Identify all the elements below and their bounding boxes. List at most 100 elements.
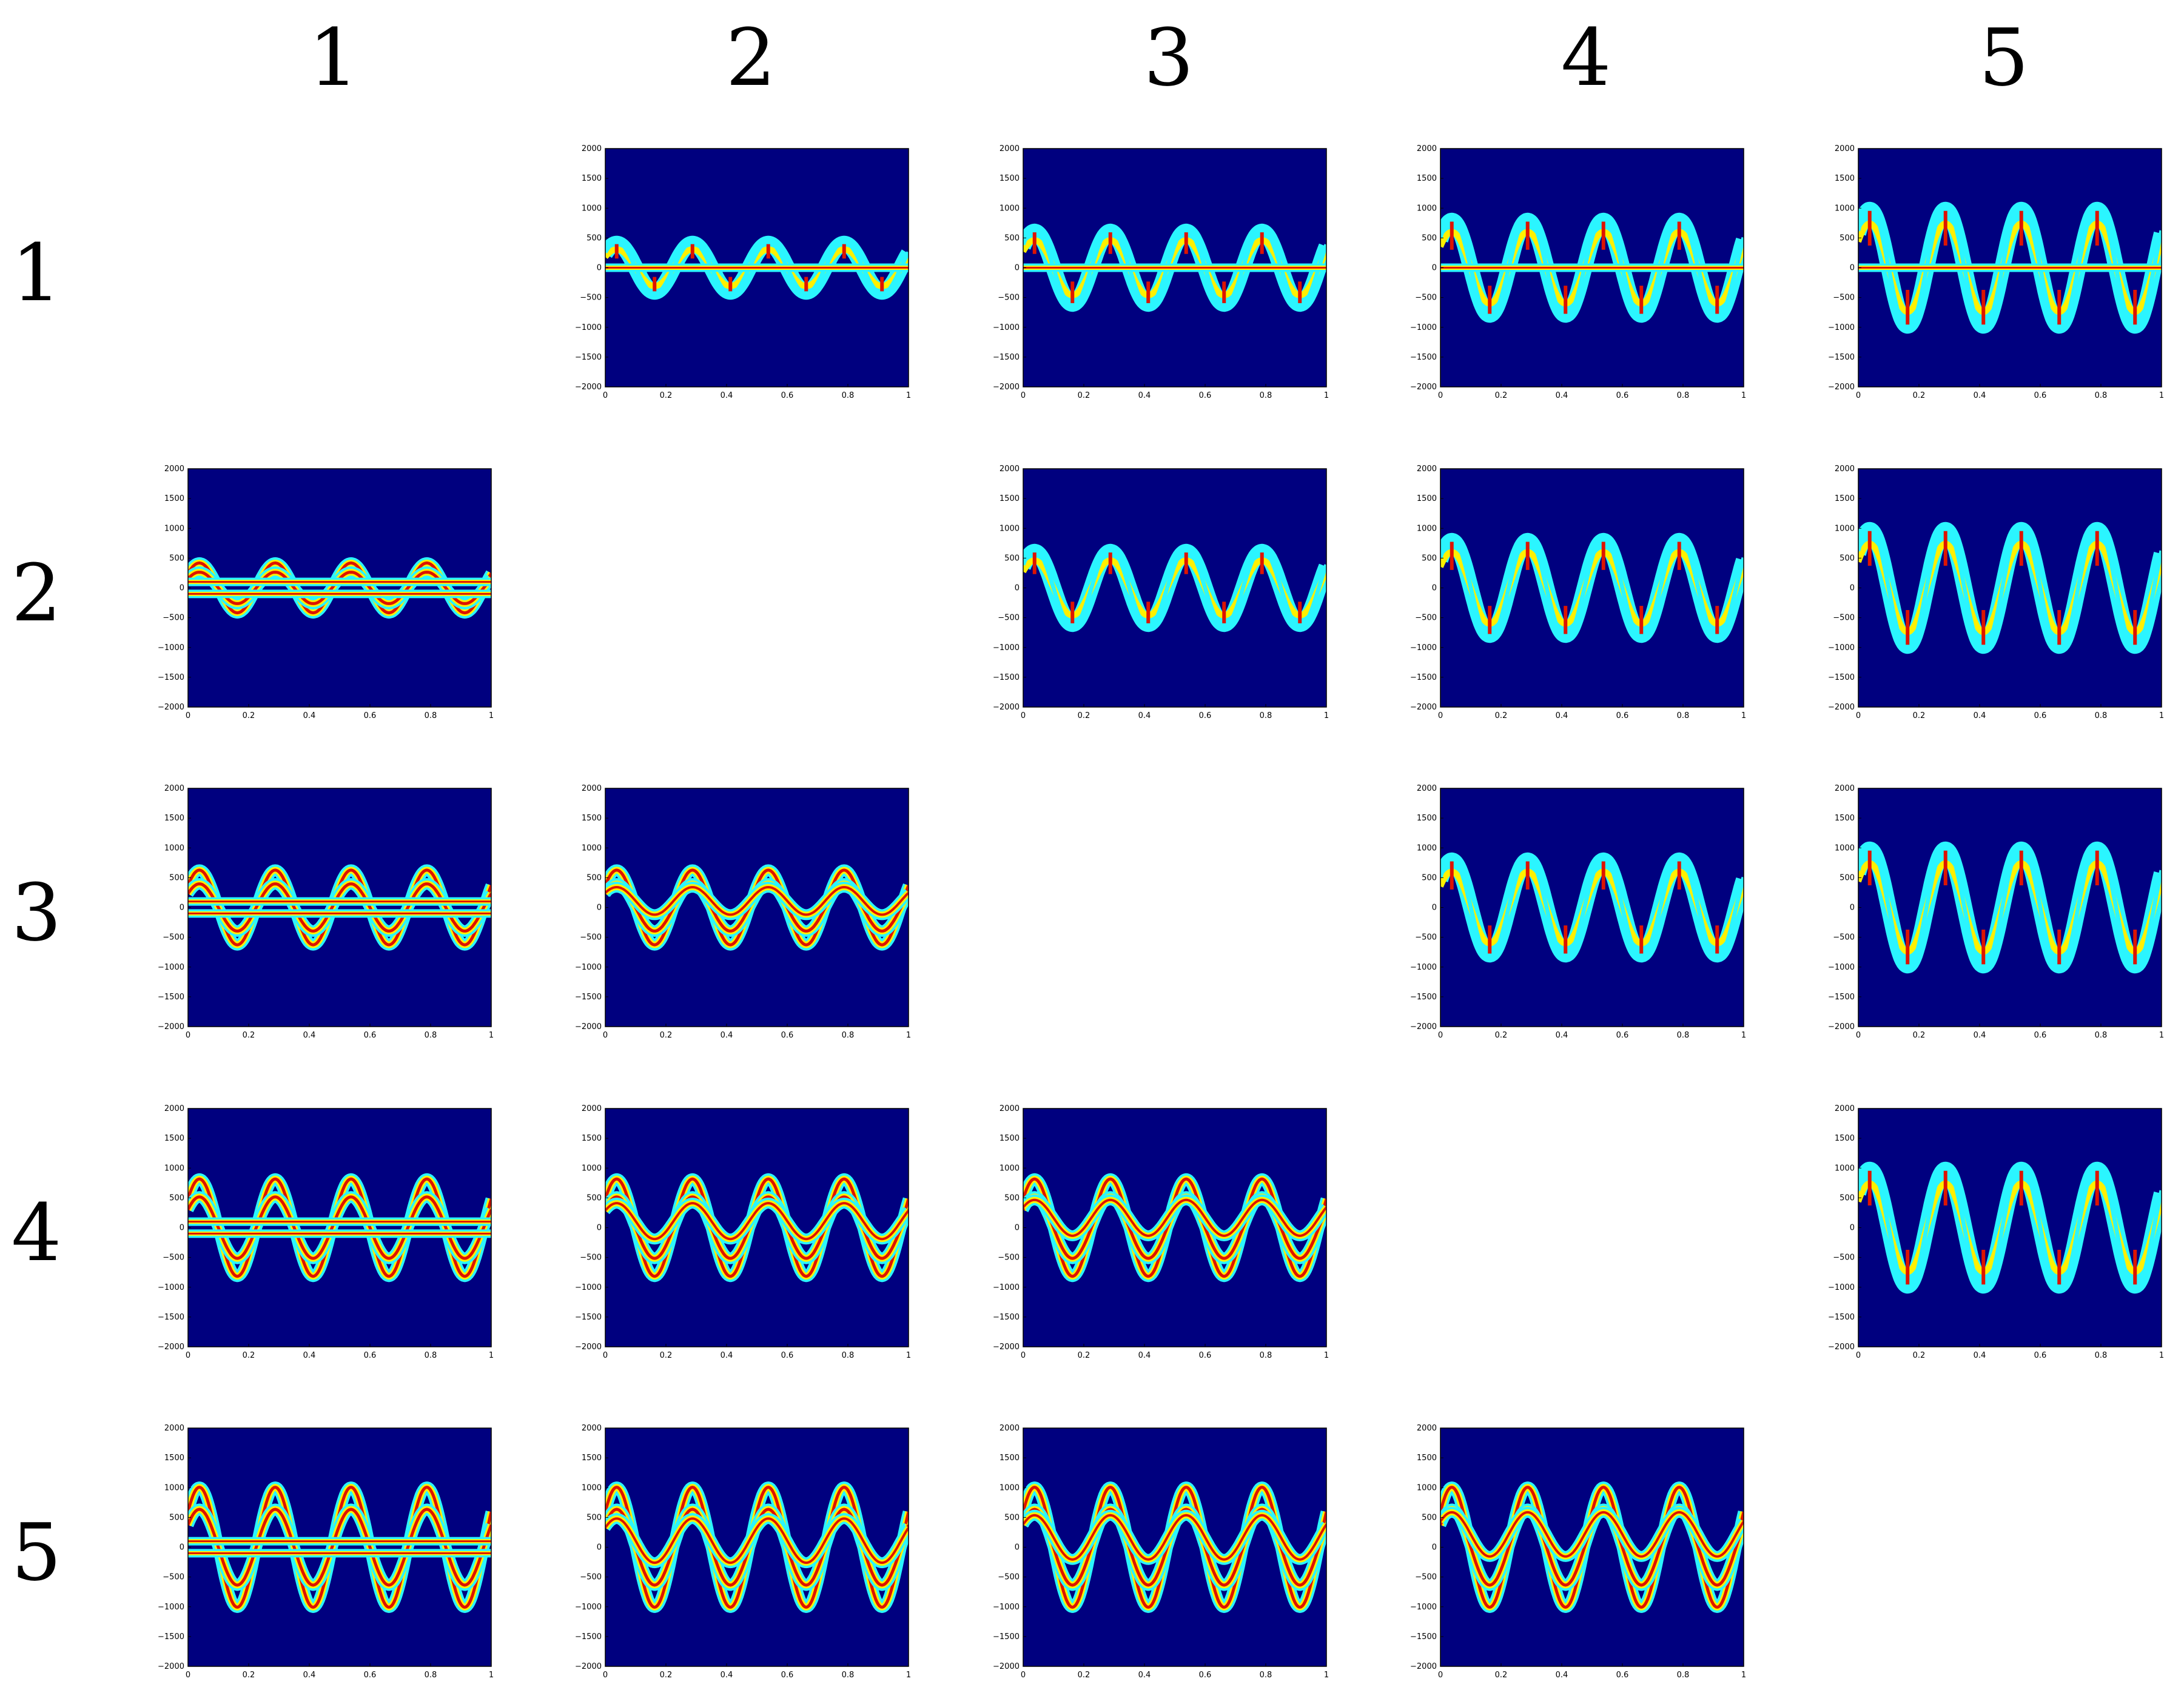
y-tick-label: −500: [1833, 293, 1855, 303]
y-tick-label: −1000: [1410, 1603, 1437, 1612]
data-layer: [605, 1173, 909, 1283]
x-tick-label: 1: [906, 1031, 911, 1040]
x-tick-label: 0.4: [1556, 1671, 1568, 1680]
y-tick-label: −2000: [158, 703, 184, 712]
y-tick-label: −1500: [993, 1313, 1020, 1322]
x-tick-label: 1: [906, 1351, 911, 1360]
x-tick-label: 0.2: [1495, 1031, 1508, 1040]
x-tick-label: 0.2: [1078, 391, 1090, 400]
row-label-4: 4: [11, 1187, 62, 1279]
x-tick-label: 0.6: [2034, 1351, 2047, 1360]
y-tick-label: −500: [580, 1253, 602, 1263]
x-tick-label: 0: [1021, 711, 1026, 720]
panel-r3-c5: 2000 1500 1000 500 0 −500 −1000 −1500 −2000 0 0.2 0…: [1828, 784, 2184, 1067]
y-tick-label: 1500: [1417, 494, 1437, 503]
wave-outer: [1858, 842, 2162, 973]
y-tick-label: 1000: [1000, 1483, 1020, 1492]
x-tick-label: 0.2: [243, 1351, 255, 1360]
x-tick-label: 0: [1021, 1351, 1026, 1360]
y-tick-label: −1500: [1828, 1313, 1855, 1322]
y-tick-label: −1500: [1828, 353, 1855, 362]
y-tick-label: 1000: [164, 1164, 184, 1173]
x-tick-label: 0.6: [1616, 711, 1629, 720]
y-tick-label: 1500: [1000, 1454, 1020, 1463]
x-tick-label: 0.4: [1556, 1031, 1568, 1040]
x-tick-label: 0.8: [842, 391, 855, 400]
panel-r2-c5: 2000 1500 1000 500 0 −500 −1000 −1500 −2000 0 0.2 0…: [1828, 464, 2184, 748]
y-tick-label: −2000: [1410, 383, 1437, 392]
y-tick-label: 500: [169, 873, 184, 882]
panel-r1-c2: 2000 1500 1000 500 0 −500 −1000 −1500 −2000 0 0.2 0…: [575, 144, 939, 428]
panel-r4-c2: 2000 1500 1000 500 0 −500 −1000 −1500 −2000 0 0.2 0…: [575, 1104, 939, 1387]
y-tick-label: −1000: [158, 963, 184, 972]
x-tick-label: 0.6: [781, 1351, 794, 1360]
y-tick-label: 500: [1422, 233, 1437, 243]
y-tick-label: −2000: [575, 383, 602, 392]
y-tick-label: −1500: [575, 353, 602, 362]
x-tick-label: 0.6: [2034, 711, 2047, 720]
x-tick-label: 0.8: [2095, 711, 2108, 720]
x-tick-label: 0.8: [1677, 1671, 1690, 1680]
panel-r2-c1: 2000 1500 1000 500 0 −500 −1000 −1500 −2000 0 0.2 0…: [158, 464, 522, 748]
y-tick-label: −500: [163, 1253, 184, 1263]
x-tick-label: 0: [1438, 1031, 1443, 1040]
x-tick-label: 0: [603, 1351, 608, 1360]
y-tick-label: 2000: [582, 1104, 602, 1113]
data-layer: [188, 557, 491, 619]
x-tick-label: 0.8: [1260, 1671, 1272, 1680]
data-layer: [1023, 543, 1326, 632]
x-tick-label: 0.4: [1974, 1031, 1986, 1040]
x-tick-label: 0.6: [781, 1671, 794, 1680]
y-tick-label: −500: [998, 1253, 1020, 1263]
y-tick-label: 500: [586, 873, 602, 882]
x-tick-label: 0.4: [721, 1671, 733, 1680]
y-tick-label: 1000: [1417, 524, 1437, 533]
y-tick-label: −1000: [993, 1283, 1020, 1292]
x-tick-label: 0.2: [660, 1351, 673, 1360]
y-tick-label: −2000: [993, 1343, 1020, 1352]
y-tick-label: 0: [1432, 904, 1437, 913]
x-tick-label: 1: [1324, 391, 1329, 400]
x-tick-label: 0.6: [1199, 1351, 1212, 1360]
x-tick-label: 0.6: [1199, 391, 1212, 400]
y-tick-label: 500: [1422, 554, 1437, 563]
y-tick-label: −2000: [575, 1022, 602, 1031]
x-tick-label: 0.6: [1616, 1671, 1629, 1680]
y-tick-label: 0: [1015, 584, 1020, 593]
y-tick-label: 500: [1840, 554, 1855, 563]
y-tick-label: 1000: [1000, 204, 1020, 213]
y-tick-label: 1000: [164, 843, 184, 853]
x-tick-label: 0: [186, 1351, 190, 1360]
y-tick-label: 2000: [164, 464, 184, 474]
y-tick-label: −1500: [1410, 1632, 1437, 1642]
y-tick-label: −1000: [993, 1603, 1020, 1612]
x-tick-label: 0.4: [1556, 391, 1568, 400]
x-tick-label: 0.8: [1260, 1351, 1272, 1360]
y-tick-label: 1500: [582, 174, 602, 183]
y-tick-label: 0: [597, 904, 602, 913]
data-layer: [188, 1481, 491, 1613]
y-tick-label: 500: [586, 1513, 602, 1522]
x-tick-label: 0.2: [1078, 1351, 1090, 1360]
data-layer: [1440, 212, 1744, 323]
y-tick-label: −2000: [1828, 703, 1855, 712]
panel-r1-c3: 2000 1500 1000 500 0 −500 −1000 −1500 −2000 0 0.2 0…: [993, 144, 1357, 428]
x-tick-label: 0.8: [842, 1671, 855, 1680]
y-tick-label: 1000: [1000, 1164, 1020, 1173]
y-tick-label: 2000: [1000, 464, 1020, 474]
y-tick-label: 2000: [1835, 784, 1855, 793]
y-tick-label: 1500: [164, 1454, 184, 1463]
y-tick-label: 0: [597, 264, 602, 273]
data-layer: [1023, 1173, 1326, 1283]
y-tick-label: 1000: [1835, 204, 1855, 213]
y-tick-label: 1000: [1417, 843, 1437, 853]
x-tick-label: 0.4: [721, 1351, 733, 1360]
x-tick-label: 0.8: [1677, 711, 1690, 720]
x-tick-label: 0.6: [364, 1671, 377, 1680]
x-tick-label: 0: [1438, 391, 1443, 400]
y-tick-label: −2000: [1410, 703, 1437, 712]
